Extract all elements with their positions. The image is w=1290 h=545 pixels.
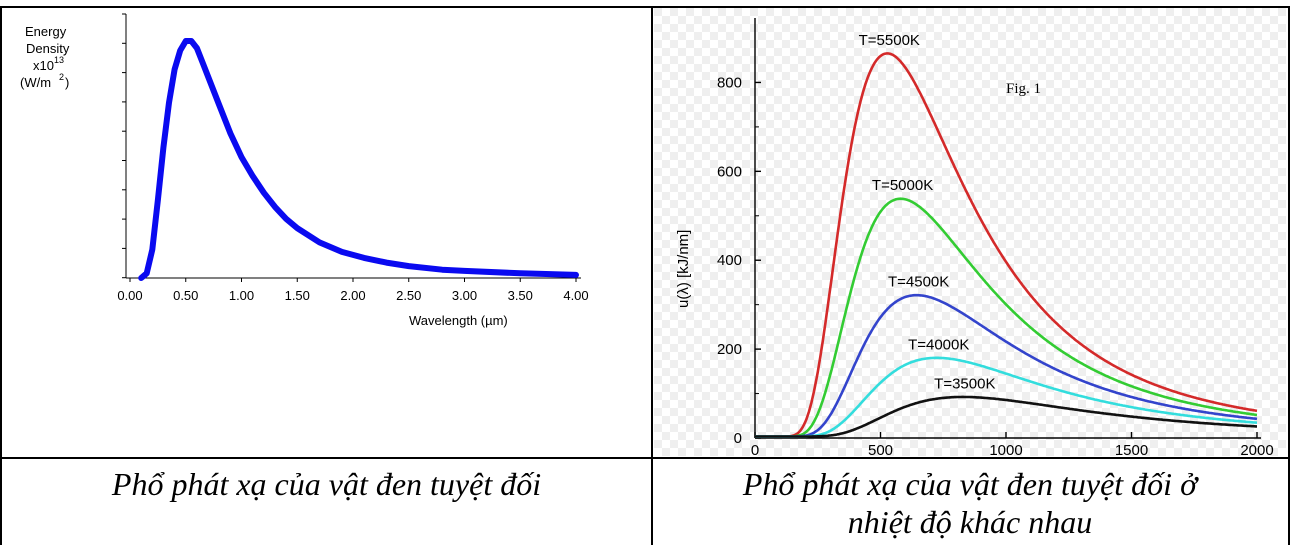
table-center-divider [651, 6, 653, 545]
left-x-tick-label: 2.50 [396, 288, 421, 303]
left-ylabel-exponent: 13 [54, 55, 64, 65]
curve-T5000 [755, 197, 1258, 438]
left-x-tick-label: 3.50 [508, 288, 533, 303]
left-ylabel-x10: x10 [33, 58, 54, 73]
left-x-tick-label: 3.00 [452, 288, 477, 303]
fig-annotation: Fig. 1 [1006, 81, 1041, 97]
series-label-T5000: T=5000K [872, 177, 933, 194]
left-x-tick-label: 0.50 [173, 288, 198, 303]
curve-T5500 [755, 52, 1258, 438]
right-x-tick-label: 1500 [1115, 442, 1148, 456]
left-x-tick-label: 0.00 [117, 288, 142, 303]
table-right-border [1288, 6, 1290, 545]
series-label-T4000: T=4000K [908, 336, 969, 353]
right-caption-line2: nhiệt độ khác nhau [847, 504, 1093, 540]
left-xlabel: Wavelength (µm) [409, 313, 508, 328]
left-caption: Phổ phát xạ của vật đen tuyệt đối [4, 465, 649, 503]
series-label-T5500: T=5500K [859, 32, 920, 49]
left-ylabel-unit: (W/m [20, 75, 51, 90]
right-y-tick-label: 400 [717, 252, 742, 269]
right-y-tick-label: 0 [734, 430, 742, 447]
table-row-divider [0, 457, 1290, 459]
left-ylabel-density: Density [26, 41, 70, 56]
series-label-T3500: T=3500K [934, 375, 995, 392]
left-ylabel-unit-exp: 2 [59, 72, 64, 82]
right-x-tick-label: 1000 [989, 442, 1022, 456]
left-x-tick-label: 1.00 [229, 288, 254, 303]
curve-T4500 [755, 293, 1258, 438]
right-ylabel: u(λ) [kJ/nm] [675, 230, 692, 308]
left-x-tick-label: 2.00 [340, 288, 365, 303]
right-x-tick-label: 500 [868, 442, 893, 456]
table-left-border [0, 6, 2, 545]
left-caption-text: Phổ phát xạ của vật đen tuyệt đối [111, 466, 542, 502]
right-y-tick-label: 600 [717, 163, 742, 180]
right-y-tick-label: 800 [717, 74, 742, 91]
left-series-line [138, 38, 579, 281]
curve-T3500 [755, 395, 1257, 438]
curve-T4000 [755, 356, 1258, 438]
left-chart-panel: Energy Density x10 13 (W/m 2 ) Wavelengt… [4, 8, 649, 456]
right-y-tick-label: 200 [717, 341, 742, 358]
right-caption: Phổ phát xạ của vật đen tuyệt đối ở nhiệ… [654, 465, 1286, 541]
right-chart-panel: 0 500 1000 1500 2000 0 200 400 600 800 u(λ) [kJ/n… [654, 8, 1286, 459]
right-x-tick-label: 2000 [1240, 442, 1273, 456]
table-top-border [0, 6, 1290, 8]
series-label-T4500: T=4500K [888, 274, 949, 291]
left-x-tick-label: 1.50 [285, 288, 310, 303]
left-chart: Energy Density x10 13 (W/m 2 ) Wavelengt… [20, 13, 589, 328]
right-caption-line1: Phổ phát xạ của vật đen tuyệt đối ở [742, 466, 1198, 502]
left-x-tick-label: 4.00 [563, 288, 588, 303]
right-chart: 0 500 1000 1500 2000 0 200 400 600 800 u(λ) [kJ/n… [654, 8, 1286, 459]
left-ylabel-energy: Energy [25, 24, 67, 39]
left-ylabel-unit-close: ) [65, 75, 69, 90]
right-x-tick-label: 0 [751, 442, 759, 456]
